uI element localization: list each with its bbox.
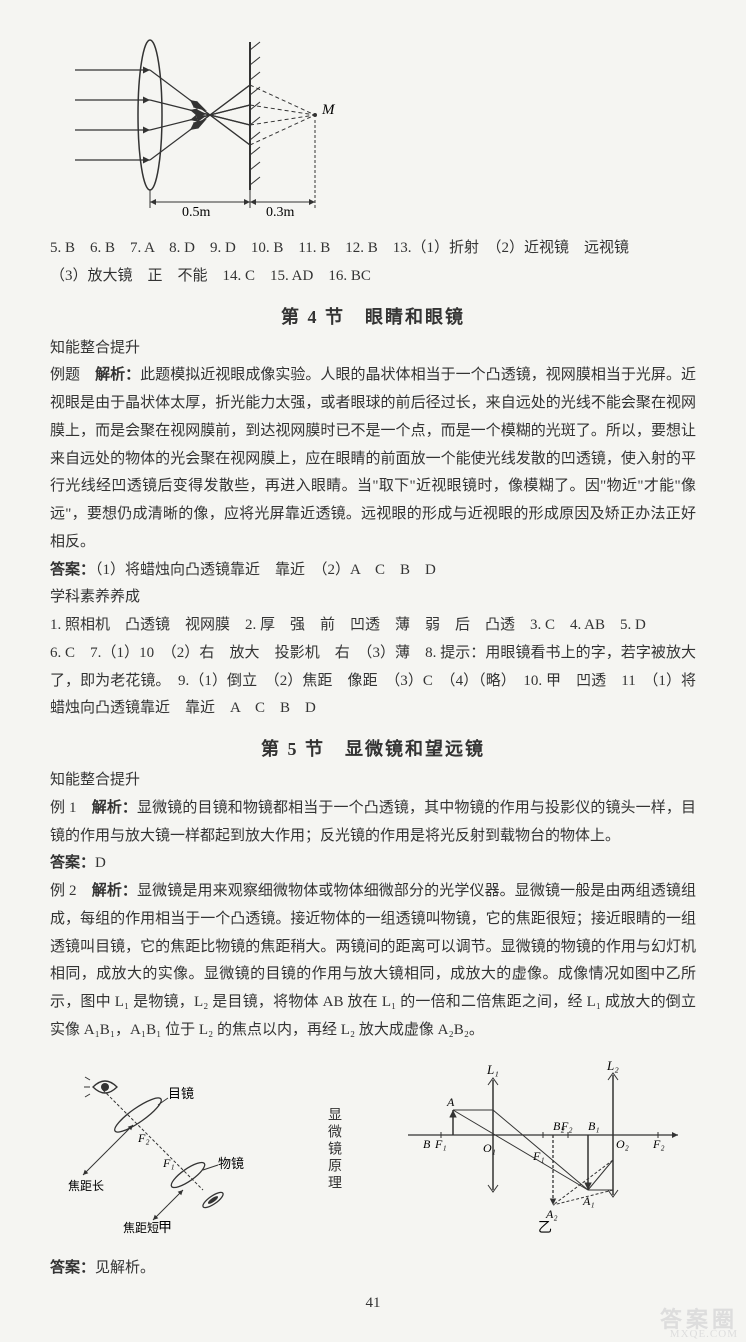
label-O1: O₁ [483, 1141, 496, 1155]
ex-analysis-text: 此题模拟近视眼成像实验。人眼的晶状体相当于一个凸透镜，视网膜相当于光屏。近视眼是… [50, 367, 696, 550]
section5-ex1: 例 1 解析：显微镜的目镜和物镜都相当于一个凸透镜，其中物镜的作用与投影仪的镜头… [50, 795, 696, 851]
ex1-ans-label: 答案： [50, 855, 95, 871]
label-B1: B₁ [588, 1119, 600, 1133]
ex1-analysis-label: 解析： [92, 800, 137, 816]
figures-row: 目镜 F₂ F₁ 物镜 焦距长 焦距短 甲 [50, 1060, 696, 1240]
section4-items-1: 1. 照相机 凸透镜 视网膜 2. 厚 强 前 凹透 薄 弱 后 凸透 3. C… [50, 612, 696, 640]
label-F1: F₁ [162, 1156, 175, 1170]
caption-jia: 甲 [158, 1221, 172, 1235]
section5-sub1: 知能整合提升 [50, 767, 696, 795]
ex2-ans-label: 答案： [50, 1260, 95, 1276]
label-fl: 焦距长 [68, 1179, 104, 1193]
ans-label: 答案： [50, 562, 95, 578]
section5-title: 第 5 节 显微镜和望远镜 [50, 735, 696, 761]
ans-text: （1）将蜡烛向凸透镜靠近 靠近 （2）A C B D [95, 562, 436, 578]
analysis-label: 解析： [95, 367, 140, 383]
caption-yi: 乙 [538, 1220, 552, 1235]
ex1-analysis: 显微镜的目镜和物镜都相当于一个凸透镜，其中物镜的作用与投影仪的镜头一样，目镜的作… [50, 800, 696, 844]
label-M: M [321, 102, 336, 118]
figure-yi: L₁ L₂ A B F₁ F₁ O₁ O₂ F₂ F₂ A₁ [403, 1060, 683, 1240]
figure-lens-mirror: M 0.5m 0.3m [70, 30, 696, 225]
label-B2: B₂ [553, 1119, 565, 1133]
dim-05: 0.5m [182, 205, 211, 220]
figure-jia: 目镜 F₂ F₁ 物镜 焦距长 焦距短 甲 [63, 1060, 263, 1240]
ex2-label: 例 2 [50, 883, 92, 899]
section5-ex1-ans: 答案：D [50, 850, 696, 878]
section4-sub1: 知能整合提升 [50, 335, 696, 363]
section4-items-2: 6. C 7.（1）10 （2）右 放大 投影机 右 （3）薄 8. 提示：用眼… [50, 640, 696, 723]
label-fs: 焦距短 [123, 1221, 159, 1235]
label-objective: 物镜 [218, 1156, 244, 1171]
ex2-ans: 见解析。 [95, 1260, 155, 1276]
ex1-ans: D [95, 855, 106, 871]
dim-03: 0.3m [266, 205, 295, 220]
label-F2: F₂ [137, 1131, 150, 1145]
section4-sub2: 学科素养养成 [50, 584, 696, 612]
label-A2: A₂ [545, 1207, 558, 1221]
label-F2b: F₂ [652, 1137, 665, 1151]
section5-ex2: 例 2 解析：显微镜是用来观察细微物体或物体细微部分的光学仪器。显微镜一般是由两… [50, 878, 696, 1045]
answers-line-1: 5. B 6. B 7. A 8. D 9. D 10. B 11. B 12.… [50, 235, 696, 263]
mid-label: 显微镜原理 [323, 1107, 343, 1192]
watermark-sub: MXQE.COM [670, 1328, 738, 1340]
section4-example: 例题 解析：此题模拟近视眼成像实验。人眼的晶状体相当于一个凸透镜，视网膜相当于光… [50, 362, 696, 556]
section4-answer: 答案：（1）将蜡烛向凸透镜靠近 靠近 （2）A C B D [50, 557, 696, 585]
page-number: 41 [0, 1295, 746, 1312]
answers-line-2: （3）放大镜 正 不能 14. C 15. AD 16. BC [50, 263, 696, 291]
label-B: B [423, 1137, 431, 1151]
label-F1a: F₁ [434, 1137, 447, 1151]
label-L2: L₂ [606, 1060, 619, 1073]
label-L1: L₁ [486, 1062, 499, 1077]
label-eyepiece: 目镜 [168, 1086, 194, 1101]
ex1-label: 例 1 [50, 800, 92, 816]
ex-label: 例题 [50, 367, 95, 383]
label-A: A [446, 1095, 455, 1109]
section5-ex2-ans: 答案：见解析。 [50, 1255, 696, 1283]
ex2-analysis-label: 解析： [92, 883, 137, 899]
section4-title: 第 4 节 眼睛和眼镜 [50, 303, 696, 329]
label-O2: O₂ [616, 1137, 629, 1151]
ex2-analysis: 显微镜是用来观察细微物体或物体细微部分的光学仪器。显微镜一般是由两组透镜组成，每… [50, 883, 696, 1038]
